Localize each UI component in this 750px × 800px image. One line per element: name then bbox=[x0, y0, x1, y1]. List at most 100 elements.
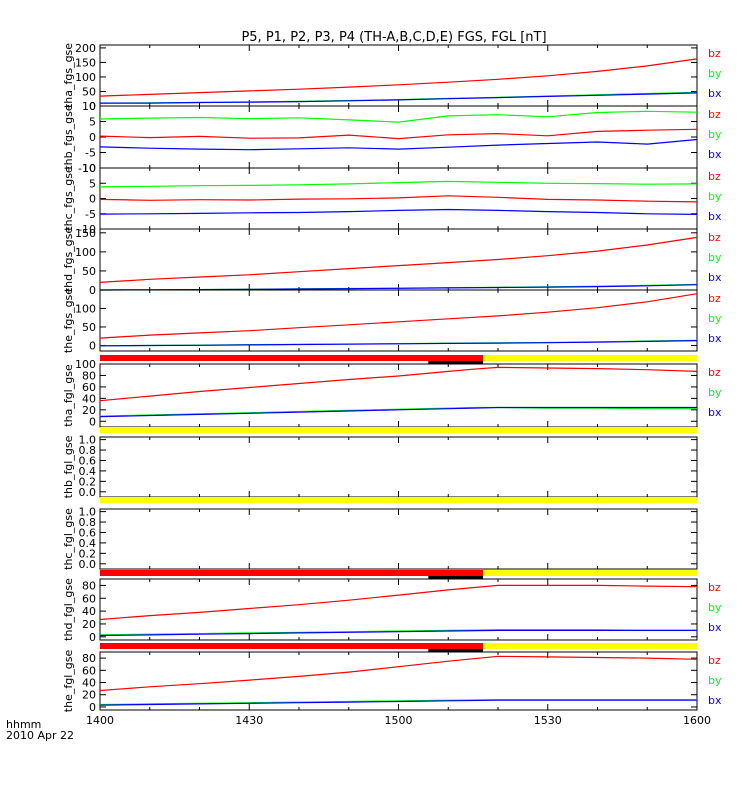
status-bar-marker bbox=[428, 576, 484, 579]
y-tick-label: 60 bbox=[82, 664, 96, 677]
y-tick-label: -10 bbox=[78, 223, 96, 236]
legend-label-bx: bx bbox=[708, 694, 722, 707]
series-line-bx bbox=[100, 92, 698, 104]
y-tick-label: 40 bbox=[82, 677, 96, 690]
y-axis-label: the_fgs_gse bbox=[62, 288, 75, 353]
y-tick-label: 0.6 bbox=[79, 526, 97, 539]
series-line-bz bbox=[99, 58, 698, 97]
panel-thd_fgs_gse: 150 100 50 0 thd_fgs_gse bz by bx bbox=[62, 227, 722, 297]
series-line-by bbox=[99, 110, 698, 123]
y-tick-label: 0 bbox=[89, 631, 96, 644]
status-bar-yellow bbox=[483, 570, 697, 576]
legend-label-bz: bz bbox=[708, 231, 721, 244]
panel-frame bbox=[99, 44, 698, 107]
y-tick-label: 150 bbox=[75, 227, 96, 240]
legend-label-by: by bbox=[708, 386, 722, 399]
x-tick-label: 1500 bbox=[385, 714, 413, 727]
time-unit-label: hhmm bbox=[6, 718, 41, 731]
y-tick-label: 60 bbox=[82, 592, 96, 605]
y-tick-label: 0.4 bbox=[79, 465, 97, 478]
y-tick-label: 40 bbox=[82, 605, 96, 618]
y-tick-label: 0.0 bbox=[79, 486, 97, 499]
y-tick-label: -5 bbox=[85, 208, 96, 221]
y-tick-label: 0 bbox=[89, 131, 96, 144]
series-line-bz bbox=[99, 293, 698, 339]
y-axis-label: the_fgl_gse bbox=[62, 650, 75, 713]
y-tick-label: 0 bbox=[89, 415, 96, 428]
status-bar-red bbox=[100, 355, 484, 361]
series-line-bx bbox=[99, 629, 697, 637]
y-tick-label: 50 bbox=[82, 321, 96, 334]
legend-label-by: by bbox=[708, 312, 722, 325]
x-tick-label: 1400 bbox=[86, 714, 114, 727]
y-tick-label: 50 bbox=[82, 85, 96, 98]
status-bar-yellow bbox=[483, 355, 697, 361]
series-line-bx bbox=[99, 208, 698, 215]
series-line-by bbox=[99, 180, 698, 188]
y-tick-label: 0.6 bbox=[79, 454, 97, 467]
status-bar-yellow bbox=[483, 643, 697, 649]
y-axis-label: thc_fgs_gse bbox=[62, 166, 75, 231]
panel-frame bbox=[99, 363, 698, 428]
x-tick-label: 1600 bbox=[683, 714, 711, 727]
series-line-by bbox=[99, 629, 697, 636]
legend-label-bx: bx bbox=[708, 87, 722, 100]
x-tick-label: 1530 bbox=[534, 714, 562, 727]
y-tick-label: 80 bbox=[82, 579, 96, 592]
y-tick-label: 80 bbox=[82, 652, 96, 665]
y-tick-label: -10 bbox=[78, 162, 96, 175]
legend-label-by: by bbox=[708, 251, 722, 264]
y-axis-label: thd_fgl_gse bbox=[62, 578, 75, 641]
panel-frame bbox=[99, 228, 698, 291]
series-line-bz bbox=[99, 128, 698, 140]
series-line-bz bbox=[99, 366, 698, 402]
series-line-bz bbox=[99, 236, 698, 283]
legend-label-bz: bz bbox=[708, 581, 721, 594]
legend-label-bx: bx bbox=[708, 406, 722, 419]
chart-title: P5, P1, P2, P3, P4 (TH-A,B,C,D,E) FGS, F… bbox=[241, 30, 546, 45]
legend-label-bz: bz bbox=[708, 108, 721, 121]
y-axis-label: thc_fgl_gse bbox=[62, 508, 75, 570]
y-tick-label: -5 bbox=[85, 147, 96, 160]
y-tick-label: 0.2 bbox=[79, 547, 97, 560]
series-line-bz bbox=[99, 655, 698, 692]
y-tick-label: 0 bbox=[89, 339, 96, 352]
y-tick-label: 0.8 bbox=[79, 444, 97, 457]
series-line-bx bbox=[99, 138, 698, 151]
legend-label-bz: bz bbox=[708, 654, 721, 667]
y-tick-label: 0.4 bbox=[79, 537, 97, 550]
y-axis-label: thb_fgl_gse bbox=[62, 435, 75, 498]
legend-label-by: by bbox=[708, 67, 722, 80]
y-tick-label: 150 bbox=[75, 56, 96, 69]
y-tick-label: 200 bbox=[75, 42, 96, 55]
status-bar-red bbox=[100, 643, 484, 649]
y-tick-label: 20 bbox=[82, 689, 96, 702]
y-tick-label: 0 bbox=[89, 193, 96, 206]
legend-label-bx: bx bbox=[708, 621, 722, 634]
y-tick-label: 1.0 bbox=[79, 434, 97, 447]
legend-label-bx: bx bbox=[708, 271, 722, 284]
y-tick-label: 5 bbox=[89, 116, 96, 129]
y-tick-label: 1.0 bbox=[79, 506, 97, 519]
panel-thc_fgl_gse: 1.00.80.60.40.20.0 thc_fgl_gse bbox=[62, 497, 698, 571]
legend-label-bx: bx bbox=[708, 332, 722, 345]
y-tick-label: 10 bbox=[82, 162, 96, 175]
y-tick-label: 100 bbox=[75, 302, 96, 315]
legend-label-bz: bz bbox=[708, 47, 721, 60]
time-date-label: 2010 Apr 22 bbox=[6, 729, 74, 742]
y-axis-label: tha_fgl_gse bbox=[62, 364, 75, 427]
legend-label-by: by bbox=[708, 601, 722, 614]
status-bar-marker bbox=[428, 649, 484, 652]
status-bar-marker bbox=[428, 361, 484, 364]
series-line-bx bbox=[99, 406, 697, 418]
legend-label-bz: bz bbox=[708, 366, 721, 379]
series-line-bz bbox=[99, 195, 698, 203]
status-bar-yellow bbox=[100, 497, 697, 503]
status-bar-red bbox=[100, 570, 484, 576]
